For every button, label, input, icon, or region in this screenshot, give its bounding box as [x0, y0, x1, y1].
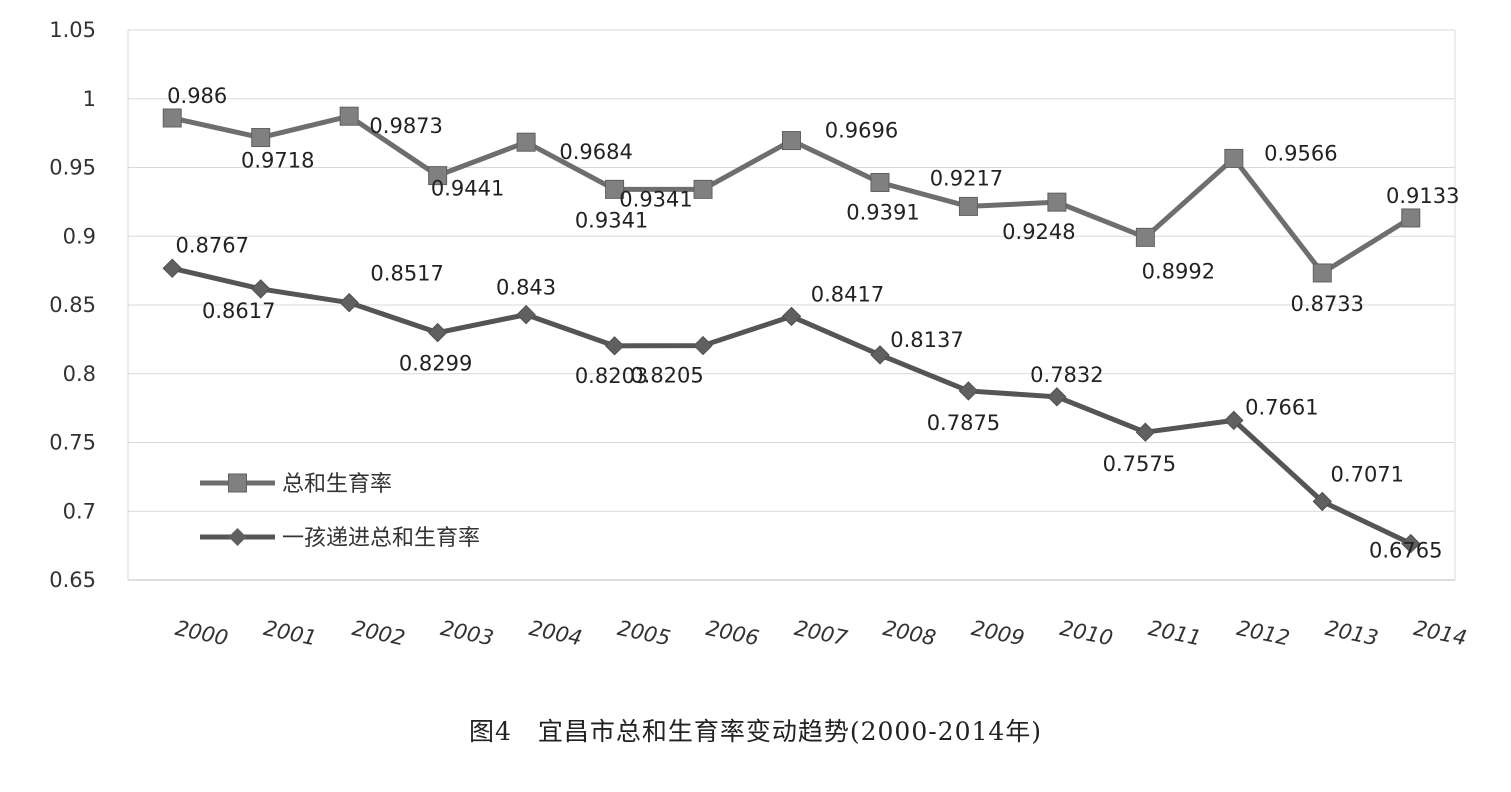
- data-label: 0.9248: [1002, 220, 1075, 244]
- data-point-square: [782, 131, 801, 151]
- data-label: 0.8203: [575, 364, 648, 388]
- x-axis: 2000 2001 2002 2003 2004 2005 2006 2007 2008 2009…: [173, 616, 1469, 651]
- data-point-diamond: [693, 335, 713, 356]
- data-point-square: [958, 196, 978, 216]
- data-label: 0.7575: [1103, 452, 1176, 476]
- y-tick-label: 0.75: [49, 431, 96, 455]
- legend-label: 一孩递进总和生育率: [282, 526, 480, 551]
- data-point-square: [1135, 227, 1155, 247]
- y-axis: 0.65 0.7 0.75 0.8 0.85 0.9 0.95 1 1.05: [49, 18, 96, 592]
- data-label: 0.7875: [927, 411, 1000, 435]
- data-point-square: [1224, 148, 1244, 168]
- data-point-square: [693, 179, 713, 199]
- x-tick-label: 2011: [1146, 616, 1203, 651]
- x-tick-label: 2006: [704, 616, 761, 651]
- data-label: 0.8617: [202, 299, 275, 323]
- x-tick-label: 2005: [615, 616, 672, 651]
- legend-marker-diamond: [228, 528, 247, 546]
- data-label: 0.8205: [630, 364, 703, 388]
- x-tick-label: 2008: [881, 616, 938, 651]
- x-tick-label: 2004: [527, 616, 584, 651]
- data-label: 0.6765: [1369, 539, 1442, 563]
- x-tick-label: 2014: [1412, 616, 1469, 651]
- x-tick-label: 2010: [1058, 616, 1115, 651]
- data-label: 0.9566: [1264, 141, 1337, 165]
- data-label: 0.8992: [1142, 259, 1215, 283]
- x-tick-label: 2001: [262, 616, 319, 651]
- y-tick-label: 0.7: [63, 499, 96, 523]
- data-point-diamond: [604, 336, 625, 356]
- x-tick-label: 2000: [173, 616, 230, 651]
- x-tick-label: 2002: [350, 616, 407, 651]
- data-label: 0.9341: [575, 208, 648, 232]
- data-point-diamond: [1047, 387, 1067, 407]
- data-label: 0.9684: [559, 140, 632, 164]
- data-label: 0.8517: [370, 262, 443, 286]
- data-label: 0.9696: [825, 119, 898, 143]
- data-label: 0.843: [496, 276, 556, 300]
- data-point-diamond: [339, 292, 359, 313]
- data-label: 0.9873: [369, 114, 442, 138]
- data-label: 0.8299: [399, 352, 472, 376]
- legend-marker-square: [228, 473, 247, 493]
- data-point-diamond: [250, 279, 271, 299]
- data-label: 0.7832: [1030, 363, 1103, 387]
- data-point-square: [1401, 208, 1421, 228]
- data-point-diamond: [1135, 422, 1156, 442]
- data-label: 0.9341: [619, 187, 692, 211]
- data-label: 0.8417: [811, 282, 884, 306]
- data-point-diamond: [516, 304, 536, 325]
- data-label: 0.9391: [846, 200, 919, 224]
- data-point-square: [339, 106, 359, 126]
- data-label: 0.9718: [241, 149, 314, 173]
- y-tick-label: 0.65: [49, 568, 96, 592]
- data-point-diamond: [781, 306, 802, 327]
- data-label: 0.7661: [1245, 395, 1318, 419]
- data-point-diamond: [1312, 491, 1333, 512]
- data-point-square: [870, 172, 890, 192]
- figure-caption: 图4 宜昌市总和生育率变动趋势(2000-2014年): [468, 717, 1043, 746]
- y-tick-label: 1: [83, 87, 96, 111]
- data-label: 0.8733: [1291, 292, 1364, 316]
- data-label: 0.8137: [890, 328, 963, 352]
- y-tick-label: 0.95: [49, 156, 96, 180]
- x-tick-label: 2012: [1235, 616, 1292, 651]
- series-layer: [162, 106, 1421, 554]
- data-label: 0.9217: [930, 166, 1003, 190]
- y-tick-label: 0.85: [49, 293, 96, 317]
- data-label: 0.9133: [1386, 184, 1459, 208]
- data-point-diamond: [162, 258, 182, 278]
- x-tick-label: 2009: [969, 616, 1026, 651]
- data-point-diamond: [1224, 410, 1244, 431]
- data-point-square: [1312, 263, 1332, 283]
- data-point-square: [251, 128, 271, 148]
- legend-label: 总和生育率: [282, 472, 392, 497]
- data-label: 0.7071: [1331, 462, 1404, 486]
- y-tick-label: 0.9: [63, 224, 96, 248]
- data-point-square: [162, 108, 182, 128]
- data-point-diamond: [958, 381, 979, 401]
- data-point-diamond: [870, 345, 890, 365]
- x-tick-label: 2007: [792, 616, 850, 651]
- data-label: 0.9441: [431, 177, 504, 201]
- data-point-diamond: [1401, 533, 1421, 554]
- data-labels: 0.986 0.9718 0.9873 0.9441 0.9684 0.93410.934…: [167, 84, 1459, 563]
- data-label: 0.986: [167, 84, 227, 108]
- data-point-square: [1047, 192, 1067, 212]
- x-tick-label: 2013: [1323, 616, 1380, 651]
- x-tick-label: 2003: [438, 616, 495, 651]
- data-point-square: [605, 179, 625, 199]
- data-point-diamond: [427, 322, 448, 343]
- y-tick-label: 1.05: [49, 18, 96, 42]
- grid-lines: [127, 29, 1456, 581]
- data-point-square: [428, 166, 448, 186]
- data-point-square: [516, 132, 536, 152]
- y-tick-label: 0.8: [63, 362, 96, 386]
- data-label: 0.8767: [175, 233, 248, 257]
